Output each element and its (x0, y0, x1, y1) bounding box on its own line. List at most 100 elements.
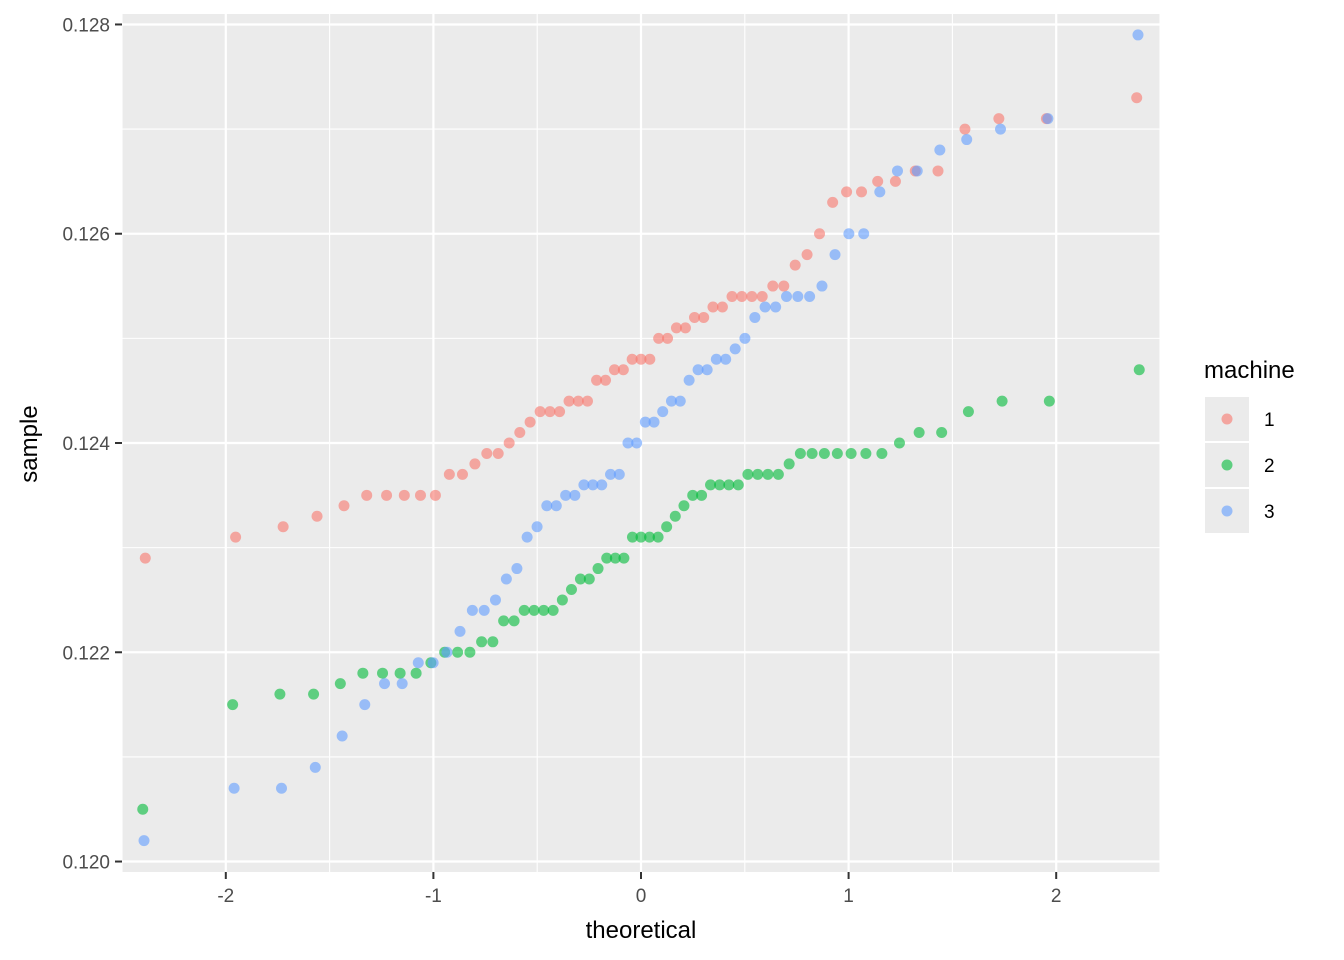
data-point-machine-2 (357, 667, 369, 679)
data-point-machine-2 (308, 688, 320, 700)
data-point-machine-3 (336, 730, 348, 742)
data-point-machine-1 (932, 165, 944, 177)
data-point-machine-1 (514, 427, 526, 439)
data-point-machine-2 (705, 479, 717, 491)
x-tick-label: -2 (217, 886, 234, 907)
data-point-machine-3 (781, 291, 793, 303)
data-point-machine-1 (827, 196, 839, 208)
data-point-machine-1 (670, 322, 682, 334)
data-point-machine-1 (689, 311, 701, 323)
data-point-machine-2 (913, 427, 925, 439)
data-point-machine-2 (714, 479, 726, 491)
data-point-machine-1 (653, 332, 665, 344)
data-point-machine-2 (334, 678, 346, 690)
data-point-machine-1 (534, 406, 546, 418)
data-point-machine-2 (626, 531, 638, 543)
x-tick-label: 2 (1051, 886, 1062, 907)
data-point-machine-3 (858, 228, 870, 240)
data-point-machine-3 (729, 343, 741, 355)
data-point-machine-2 (274, 688, 286, 700)
data-point-machine-3 (934, 144, 946, 156)
data-point-machine-2 (678, 500, 690, 512)
data-point-machine-1 (492, 447, 504, 459)
data-point-machine-2 (635, 531, 647, 543)
data-point-machine-1 (311, 510, 323, 522)
data-point-machine-3 (710, 353, 722, 365)
data-point-machine-2 (845, 447, 857, 459)
data-point-machine-3 (441, 646, 453, 658)
data-point-machine-3 (1132, 29, 1144, 41)
data-point-machine-1 (644, 353, 656, 365)
data-point-machine-1 (635, 353, 647, 365)
data-point-machine-1 (572, 395, 584, 407)
data-point-machine-1 (716, 301, 728, 313)
data-point-machine-1 (524, 416, 536, 428)
data-point-machine-3 (427, 657, 439, 669)
data-point-machine-2 (669, 510, 681, 522)
data-point-machine-1 (469, 458, 481, 470)
data-point-machine-2 (772, 468, 784, 480)
data-point-machine-3 (478, 604, 490, 616)
data-point-machine-3 (521, 531, 533, 543)
data-point-machine-3 (531, 521, 543, 533)
data-point-machine-3 (550, 500, 562, 512)
data-point-machine-2 (687, 489, 699, 501)
data-point-machine-3 (994, 123, 1006, 135)
data-point-machine-2 (498, 615, 510, 627)
data-point-machine-1 (1131, 92, 1143, 104)
data-point-machine-3 (541, 500, 553, 512)
data-point-machine-1 (414, 489, 426, 501)
data-point-machine-2 (410, 667, 422, 679)
data-point-machine-1 (756, 291, 768, 303)
data-point-machine-3 (511, 563, 523, 575)
data-point-machine-2 (876, 447, 888, 459)
y-tick-label: 0.124 (62, 434, 110, 455)
data-point-machine-2 (538, 604, 550, 616)
data-point-machine-1 (617, 364, 629, 376)
data-point-machine-2 (565, 583, 577, 595)
legend-label: 3 (1264, 502, 1275, 523)
data-point-machine-3 (605, 468, 617, 480)
y-tick-label: 0.126 (62, 225, 110, 246)
data-point-machine-2 (752, 468, 764, 480)
data-point-machine-1 (600, 374, 612, 386)
data-point-machine-1 (959, 123, 971, 135)
data-point-machine-2 (547, 604, 559, 616)
y-tick-label: 0.120 (62, 853, 110, 874)
data-point-machine-2 (806, 447, 818, 459)
data-point-machine-1 (698, 311, 710, 323)
data-point-machine-3 (683, 374, 695, 386)
data-point-machine-3 (770, 301, 782, 313)
legend-key-symbol (1221, 413, 1233, 425)
data-point-machine-2 (394, 667, 406, 679)
y-axis: 0.120 0.122 0.124 0.126 0.128 (62, 15, 122, 874)
data-point-machine-2 (996, 395, 1008, 407)
data-point-machine-3 (639, 416, 651, 428)
data-point-machine-3 (276, 782, 288, 794)
data-point-machine-2 (818, 447, 830, 459)
data-point-machine-3 (631, 437, 643, 449)
data-point-machine-1 (801, 249, 813, 261)
data-point-machine-1 (381, 489, 393, 501)
data-point-machine-1 (563, 395, 575, 407)
data-point-machine-2 (464, 646, 476, 658)
data-point-machine-3 (674, 395, 686, 407)
data-point-machine-2 (508, 615, 520, 627)
data-point-machine-2 (618, 552, 630, 564)
data-point-machine-2 (644, 531, 656, 543)
legend-key-symbol (1221, 505, 1233, 517)
data-point-machine-2 (783, 458, 795, 470)
data-point-machine-2 (452, 646, 464, 658)
x-tick-label: -1 (425, 886, 442, 907)
data-point-machine-3 (739, 332, 751, 344)
data-point-machine-2 (794, 447, 806, 459)
data-point-machine-2 (476, 636, 488, 648)
data-point-machine-3 (816, 280, 828, 292)
data-point-machine-3 (759, 301, 771, 313)
data-point-machine-2 (696, 489, 708, 501)
data-point-machine-1 (503, 437, 515, 449)
legend-title: machine (1204, 357, 1295, 384)
y-axis-title: sample (16, 405, 43, 482)
data-point-machine-1 (456, 468, 468, 480)
data-point-machine-3 (466, 604, 478, 616)
